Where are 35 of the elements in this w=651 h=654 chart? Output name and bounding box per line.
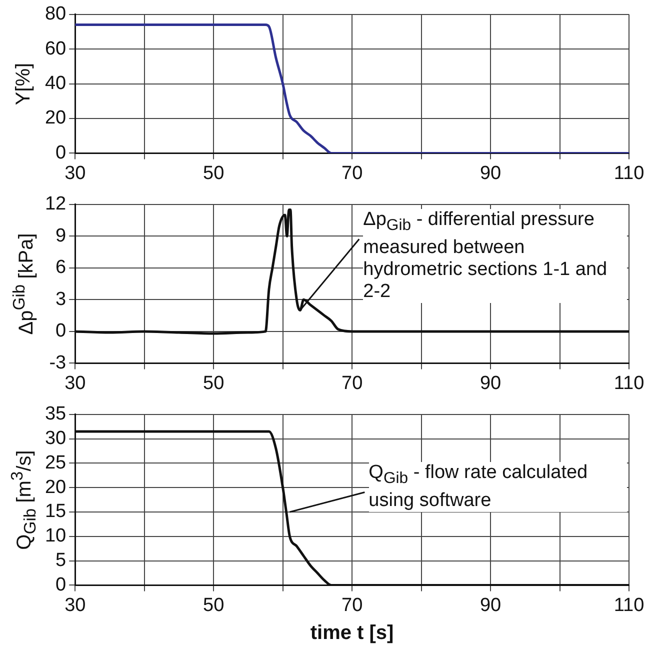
annotation: Q$_{Gib}$ - flow rate calculated using software	[368, 462, 627, 512]
y-tick-label: 6	[56, 257, 66, 278]
x-tick-label: 90	[480, 372, 502, 394]
y-tick-label: 0	[56, 320, 66, 342]
x-tick-label: 90	[480, 594, 502, 616]
y-tick-label: 35	[44, 404, 66, 425]
x-axis-title: time t [s]	[309, 622, 395, 645]
y-tick-label: 0	[56, 574, 66, 596]
x-tick-label: 90	[480, 162, 502, 184]
y-tick-label: 15	[44, 501, 66, 522]
y-tick-label: 80	[44, 4, 66, 25]
y-axis-title: Y[%]	[12, 62, 36, 105]
x-tick-label: 110	[614, 594, 644, 616]
y-tick-label: -3	[49, 352, 66, 374]
x-tick-label: 110	[614, 372, 644, 394]
y-tick-label: 25	[44, 452, 66, 474]
annotation: Δp$_{Gib}$ - differential pressure measured between hydrometric sections 1-1 and 2-2	[363, 209, 627, 303]
y-tick-label: 30	[44, 428, 66, 450]
y-tick-label: 10	[44, 526, 66, 547]
x-tick-label: 110	[614, 162, 644, 184]
y-tick-label: 12	[44, 194, 66, 215]
x-tick-label: 70	[341, 594, 363, 616]
y-tick-label: 9	[56, 225, 66, 246]
x-tick-label: 50	[203, 162, 224, 184]
y-tick-label: 20	[44, 476, 66, 498]
y-tick-label: 40	[44, 73, 66, 94]
y-tick-label: 3	[56, 288, 66, 310]
x-tick-label: 50	[203, 372, 224, 394]
y-tick-label: 5	[56, 550, 66, 572]
x-tick-label: 70	[341, 372, 363, 394]
x-tick-label: 70	[341, 162, 363, 184]
y-tick-label: 60	[44, 38, 66, 60]
y-tick-label: 20	[44, 108, 66, 129]
y-tick-label: 0	[56, 142, 66, 164]
x-tick-label: 50	[203, 594, 224, 616]
